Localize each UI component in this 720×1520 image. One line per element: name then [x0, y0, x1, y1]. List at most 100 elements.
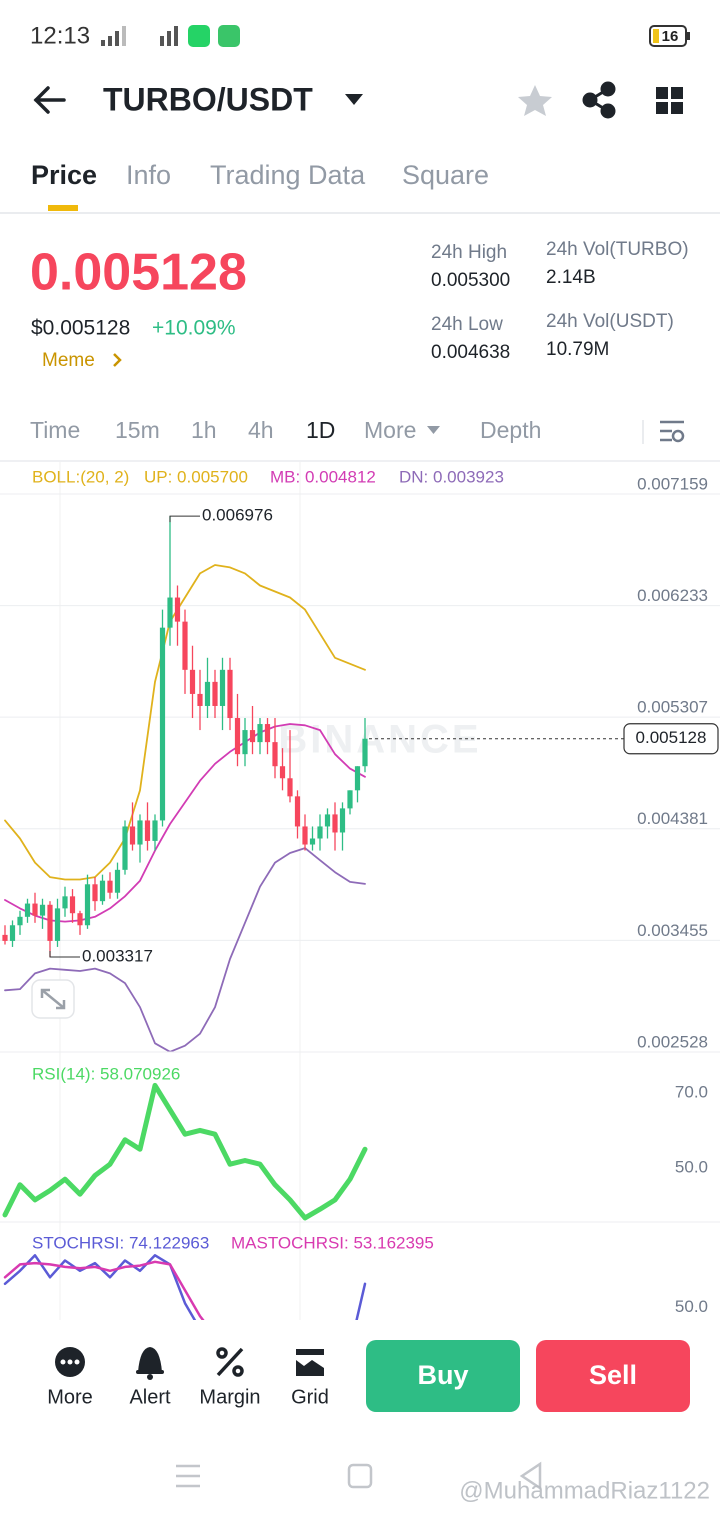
tab[interactable]: Price: [31, 160, 97, 190]
candle-body: [47, 904, 53, 941]
price-chart: 0.007159 0.006233 0.005307 0.004381 0.003455…: [0, 462, 720, 1320]
interval[interactable]: 4h: [248, 417, 274, 443]
candle-body: [182, 621, 188, 670]
action-label[interactable]: Alert: [129, 1386, 171, 1408]
last-price-box: [623, 723, 719, 755]
indicator-legend: MASTOCHRSI: 53.162395: [231, 1233, 434, 1252]
sell-label[interactable]: Sell: [589, 1360, 637, 1390]
buy-button[interactable]: [366, 1340, 520, 1412]
grid-icon[interactable]: [296, 1349, 324, 1376]
y-tick-label: 0.002528: [637, 1032, 708, 1051]
candle-body: [272, 742, 278, 767]
interval[interactable]: Depth: [480, 417, 541, 443]
action-label[interactable]: More: [47, 1386, 93, 1408]
candle-body: [107, 880, 113, 893]
battery-level: 16: [662, 28, 679, 45]
y-tick-label: 0.003455: [637, 921, 708, 940]
favorite-icon[interactable]: [518, 85, 552, 116]
margin-icon[interactable]: [216, 1347, 244, 1377]
stats: 24h High 0.005300 24h Vol(TURBO) 2.14B 24h L…: [431, 239, 689, 363]
share-icon[interactable]: [582, 81, 616, 119]
interval[interactable]: More: [364, 417, 416, 443]
candle-body: [264, 724, 271, 743]
last-price-label: 0.005128: [636, 728, 707, 747]
y-tick-label: 0.006233: [637, 586, 708, 605]
candle-body: [212, 681, 218, 706]
candle-body: [227, 669, 233, 719]
more-caret: [427, 426, 440, 434]
candle-body: [189, 669, 196, 694]
candle-body: [362, 738, 368, 767]
candle-body: [347, 790, 353, 809]
candle-body: [84, 884, 91, 926]
price-change: +10.09%: [152, 317, 236, 340]
candle-body: [302, 826, 308, 845]
high-pointer: [169, 515, 200, 523]
tab[interactable]: Square: [402, 160, 489, 190]
layout-icon[interactable]: [656, 87, 683, 114]
action-label[interactable]: Margin: [199, 1386, 260, 1408]
candle-body: [354, 766, 361, 791]
candle-body: [332, 814, 338, 833]
interval[interactable]: Time: [30, 417, 80, 443]
price-usd: $0.005128: [31, 317, 130, 340]
y-tick-label: 0.005307: [637, 698, 708, 717]
candle-body: [294, 796, 301, 827]
indicator-legend: DN: 0.003923: [399, 467, 504, 486]
candle-body: [204, 681, 211, 706]
chart-settings-icon[interactable]: [660, 420, 685, 443]
candle-body: [77, 913, 83, 926]
candle-body: [242, 730, 248, 755]
back-button[interactable]: [33, 86, 66, 114]
alert-icon[interactable]: [136, 1347, 164, 1380]
y-tick-label: 50.0: [675, 1297, 708, 1316]
stoch-line: [3, 1260, 205, 1320]
y-tick-label: 50.0: [675, 1157, 708, 1176]
stat-label: 24h High: [431, 242, 507, 263]
candle-body: [62, 896, 68, 909]
y-tick-label: 0.004381: [637, 809, 708, 828]
active-tab-indicator: [48, 205, 78, 211]
indicator-legend: RSI(14): 58.070926: [32, 1064, 180, 1083]
more-icon[interactable]: [55, 1347, 85, 1377]
pair-dropdown[interactable]: [345, 94, 363, 105]
candle-body: [69, 896, 76, 914]
tab[interactable]: Trading Data: [210, 160, 366, 190]
indicator-legend: STOCHRSI: 74.122963: [32, 1233, 209, 1252]
interval-bar: Time 15m 1h 4h 1D More Depth: [30, 417, 541, 443]
pair-title[interactable]: TURBO/USDT: [103, 81, 313, 117]
y-tick-label: 70.0: [675, 1082, 708, 1101]
interval[interactable]: 1D: [306, 417, 335, 443]
candle-body: [219, 669, 226, 706]
candle-body: [99, 880, 106, 902]
candle-body: [279, 766, 286, 779]
high-label: 0.006976: [202, 506, 273, 525]
status-time: 12:13: [30, 22, 90, 49]
tag[interactable]: Meme: [42, 350, 95, 371]
stat-label: 24h Vol(USDT): [546, 311, 674, 332]
sell-button[interactable]: [536, 1340, 690, 1412]
interval[interactable]: 1h: [191, 417, 217, 443]
indicator-legend: BOLL:(20, 2): [32, 467, 129, 486]
nav-bar: [176, 1461, 542, 1491]
tab[interactable]: Info: [126, 160, 171, 190]
candle-body: [114, 869, 121, 893]
candle-body: [324, 814, 331, 827]
action-label[interactable]: Grid: [291, 1386, 329, 1408]
battery: 16: [649, 25, 690, 47]
candle-body: [339, 808, 346, 833]
y-tick-label: 0.007159: [637, 475, 708, 494]
last-price: 0.005128: [30, 244, 247, 302]
stat-value: 10.79M: [546, 339, 609, 360]
candle-body: [92, 884, 98, 902]
boll-line: [4, 564, 366, 881]
interval[interactable]: 15m: [115, 417, 160, 443]
boll-line: [4, 723, 366, 923]
stat-label: 24h Vol(TURBO): [546, 239, 689, 260]
stat-value: 0.004638: [431, 342, 510, 363]
buy-label[interactable]: Buy: [417, 1360, 468, 1390]
candle-body: [39, 904, 46, 916]
low-pointer: [49, 950, 80, 958]
